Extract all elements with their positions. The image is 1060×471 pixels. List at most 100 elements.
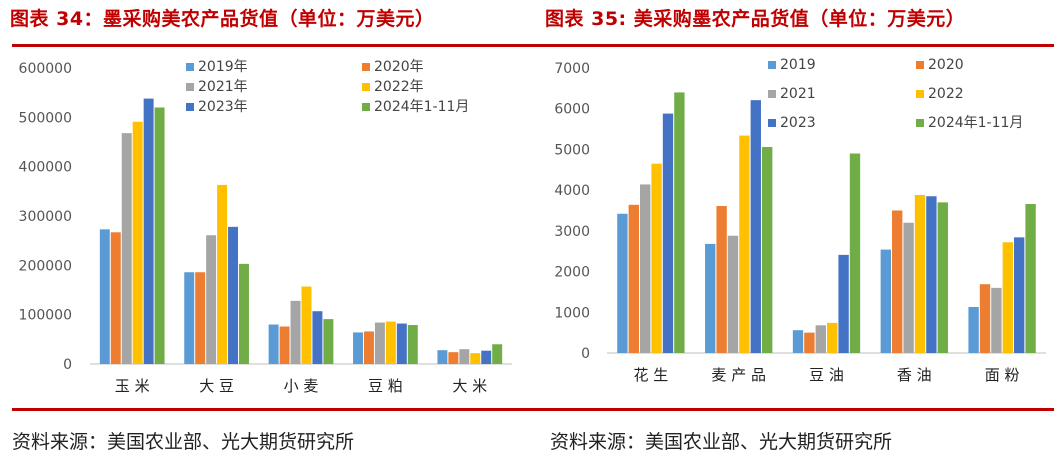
chart1-bar	[132, 121, 143, 365]
chart1-ytick-label: 500000	[19, 110, 72, 126]
chart2-legend-label: 2023	[780, 115, 816, 131]
chart2-category-label: 面 粉	[985, 366, 1020, 384]
chart1-bar	[459, 349, 470, 364]
chart1-legend-label: 2019年	[198, 59, 248, 75]
chart1-bar	[481, 350, 492, 364]
chart2-bar	[617, 213, 628, 353]
chart2-ytick-label: 7000	[554, 61, 590, 77]
chart1-bar	[374, 322, 385, 364]
chart1-bar	[268, 324, 279, 364]
chart2-legend-swatch	[916, 90, 924, 98]
chart2-bar	[716, 206, 727, 353]
chart2-bar	[792, 330, 804, 353]
chart1-bar	[353, 332, 363, 364]
chart2-bar	[750, 100, 761, 353]
chart2-ytick-label: 3000	[554, 224, 590, 240]
chart2-bar	[838, 254, 849, 353]
chart2-bar	[827, 322, 838, 353]
chart1-category-label: 大 豆	[199, 377, 234, 395]
chart2-category-label: 豆 油	[809, 366, 844, 384]
chart2-bar	[640, 184, 651, 353]
chart2-bar	[739, 135, 750, 353]
chart1-ytick-label: 0	[63, 357, 72, 373]
chart1-bar	[323, 319, 334, 364]
chart1-bar	[301, 286, 312, 364]
chart1-bar	[470, 353, 481, 364]
chart2-legend-label: 2024年1-11月	[928, 115, 1023, 131]
chart1-bar	[407, 325, 418, 364]
chart1-bar	[228, 226, 239, 364]
chart2-bar	[1014, 237, 1025, 353]
chart1-bar	[206, 235, 217, 364]
chart2-bar	[979, 284, 991, 353]
chart1-bar	[385, 321, 396, 364]
chart1-legend-label: 2024年1-11月	[374, 99, 469, 115]
chart2-bar	[892, 210, 903, 353]
chart1-legend-swatch	[186, 63, 194, 71]
chart2-legend-swatch	[768, 90, 776, 98]
chart1-ytick-label: 300000	[19, 209, 72, 225]
chart1-bar	[121, 133, 132, 364]
chart2-bar	[914, 195, 926, 353]
source-note-left: 资料来源：美国农业部、光大期货研究所	[12, 431, 355, 453]
chart1-bar	[279, 326, 290, 364]
chart1-bar	[110, 232, 121, 364]
chart1-bar	[184, 272, 195, 364]
bottom-divider	[12, 408, 1054, 411]
chart2-bar	[762, 146, 773, 353]
chart1-ytick-label: 600000	[19, 61, 72, 77]
chart2-bar	[1025, 203, 1036, 353]
chart1-legend-swatch	[186, 103, 194, 111]
chart2-category-label: 香 油	[897, 366, 932, 384]
chart1-bar	[195, 272, 206, 364]
chart2-bar	[937, 202, 948, 353]
chart1-category-label: 大 米	[452, 377, 487, 395]
chart2-bar	[880, 249, 891, 353]
chart2-ytick-label: 6000	[554, 102, 590, 118]
chart2-legend-label: 2021	[780, 86, 816, 102]
chart2-legend-swatch	[768, 61, 776, 69]
chart2-legend-label: 2022	[928, 86, 964, 102]
chart2-legend-label: 2020	[928, 57, 964, 73]
source-note-right: 资料来源：美国农业部、光大期货研究所	[550, 431, 893, 453]
chart2-bar	[705, 243, 716, 353]
chart1-bar	[143, 98, 154, 364]
chart1-bar	[312, 311, 323, 364]
chart1-legend-swatch	[186, 83, 194, 91]
chart2-ytick-label: 1000	[554, 305, 590, 321]
chart2-bar	[1002, 242, 1013, 353]
chart1-category-label: 玉 米	[115, 377, 150, 395]
chart1-legend-swatch	[362, 83, 370, 91]
chart2-legend-label: 2019	[780, 57, 816, 73]
chart1-legend-label: 2022年	[374, 79, 424, 95]
chart1-bar	[492, 344, 503, 364]
chart1-ytick-label: 400000	[19, 160, 72, 176]
chart1-legend-swatch	[362, 63, 370, 71]
chart2-bar	[651, 163, 662, 353]
chart2-bar	[991, 287, 1002, 353]
chart1-legend-label: 2023年	[198, 99, 248, 115]
chart1-bar	[290, 300, 301, 364]
chart2-bar	[727, 235, 739, 353]
chart2-legend-swatch	[768, 119, 776, 127]
chart1-bar	[154, 107, 165, 364]
top-divider	[12, 44, 1054, 47]
chart1-bar	[448, 352, 459, 364]
chart1-ytick-label: 200000	[19, 258, 72, 274]
chart2-bar	[849, 153, 861, 353]
chart1-bar	[217, 184, 228, 364]
chart2-bar	[815, 325, 826, 353]
chart-title-right: 图表 35: 美采购墨农产品货值（单位：万美元）	[545, 8, 966, 30]
chart2-legend-swatch	[916, 61, 924, 69]
chart2-bar	[968, 306, 979, 353]
chart2-bar	[926, 196, 937, 353]
chart1-legend-swatch	[362, 103, 370, 111]
chart1-bar	[99, 229, 110, 364]
chart1-ytick-label: 100000	[19, 308, 72, 324]
chart2-bar	[903, 222, 914, 353]
chart1-bar	[396, 323, 407, 364]
chart2-category-label: 花 生	[634, 366, 669, 384]
chart2-ytick-label: 2000	[554, 265, 590, 281]
chart2-legend-swatch	[916, 119, 924, 127]
